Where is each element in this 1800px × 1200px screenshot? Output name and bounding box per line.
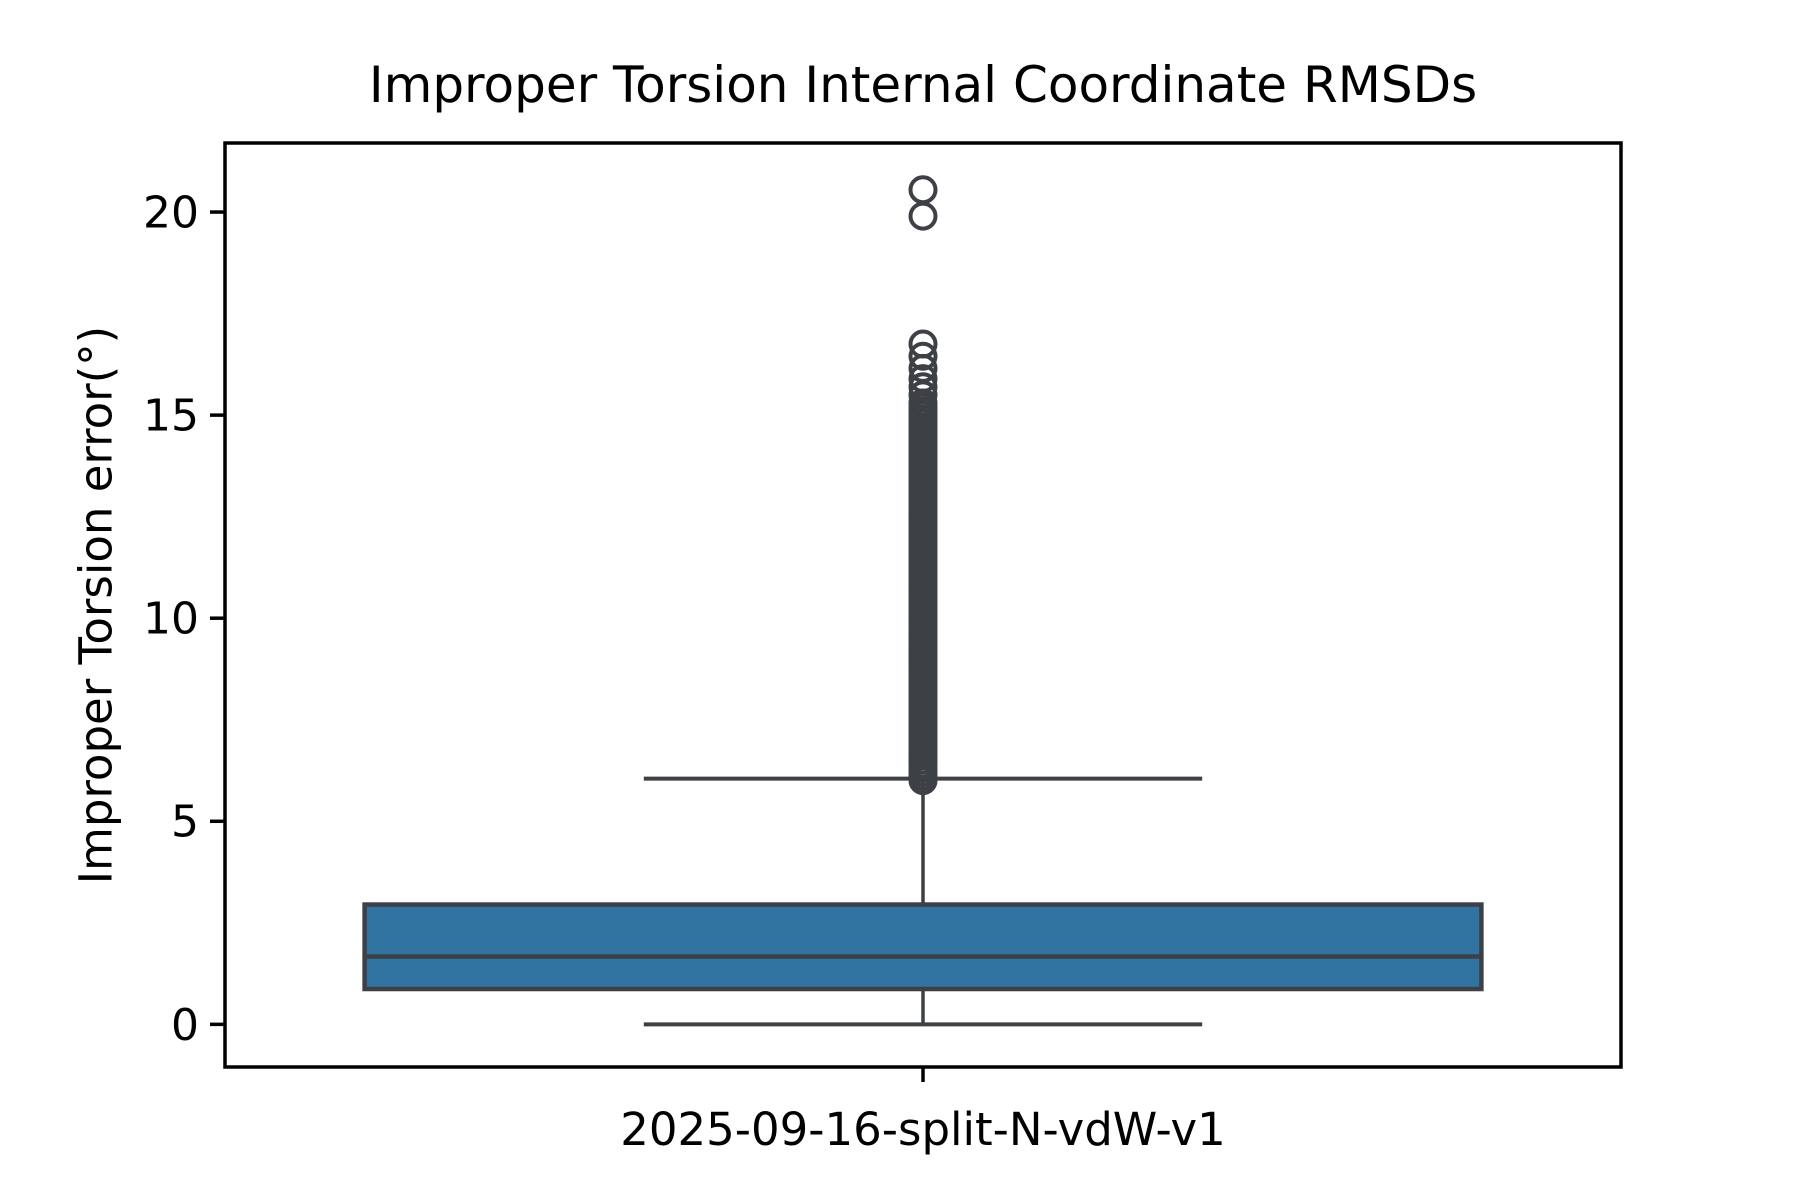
y-tick-label-15: 15: [143, 391, 199, 442]
outlier-point: [908, 201, 938, 231]
outlier-point: [908, 364, 938, 394]
plot-border: [223, 141, 1623, 1069]
y-tick-label-10: 10: [143, 594, 199, 645]
outlier-point: [908, 372, 938, 402]
y-tick-label-20: 20: [143, 187, 199, 238]
outlier-point: [908, 341, 938, 371]
y-tick-label-0: 0: [171, 1000, 199, 1051]
y-tick-label-5: 5: [171, 797, 199, 848]
outlier-point: [908, 175, 938, 205]
chart-title: Improper Torsion Internal Coordinate RMS…: [368, 56, 1478, 114]
x-tick-label: 2025-09-16-split-N-vdW-v1: [620, 1103, 1226, 1156]
box-rect: [362, 902, 1484, 992]
outlier-point: [908, 329, 938, 359]
